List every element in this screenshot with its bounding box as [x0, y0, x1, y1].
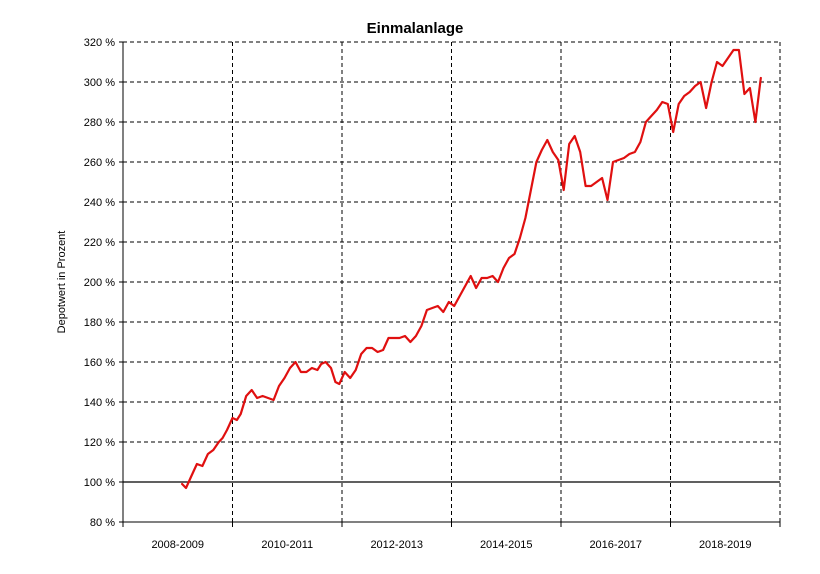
x-tick-label: 2010-2011 [261, 539, 313, 551]
x-tick-labels: 2008-2009 2010-2011 2012-2013 2014-2015 2016… [122, 522, 781, 551]
x-tick-label: 2012-2013 [370, 539, 423, 551]
y-tick-label: 280 % [84, 117, 115, 129]
x-tick-label: 2018-2019 [699, 539, 752, 551]
chart-title: Einmalanlage [367, 20, 464, 37]
y-tick-label: 120 % [84, 437, 115, 449]
y-axis-label: Depotwert in Prozent [56, 231, 68, 334]
y-tick-label: 80 % [90, 517, 115, 529]
series-line [181, 48, 762, 490]
y-tick-label: 300 % [84, 77, 115, 89]
y-tick-label: 180 % [84, 317, 115, 329]
x-tick-label: 2014-2015 [480, 539, 533, 551]
y-tick-label: 240 % [84, 197, 115, 209]
x-tick-label: 2016-2017 [589, 539, 642, 551]
series-layer [181, 48, 762, 490]
y-tick-label: 320 % [84, 37, 115, 49]
grid-layer [122, 41, 781, 523]
y-tick-label: 200 % [84, 277, 115, 289]
y-tick-label: 160 % [84, 357, 115, 369]
y-tick-labels: 80 % 100 % 120 % 140 % 160 % 180 % 200 % 220 % 2… [84, 37, 123, 529]
y-tick-label: 100 % [84, 477, 115, 489]
x-tick-label: 2008-2009 [151, 539, 204, 551]
y-tick-label: 140 % [84, 397, 115, 409]
y-tick-label: 220 % [84, 237, 115, 249]
y-tick-label: 260 % [84, 157, 115, 169]
